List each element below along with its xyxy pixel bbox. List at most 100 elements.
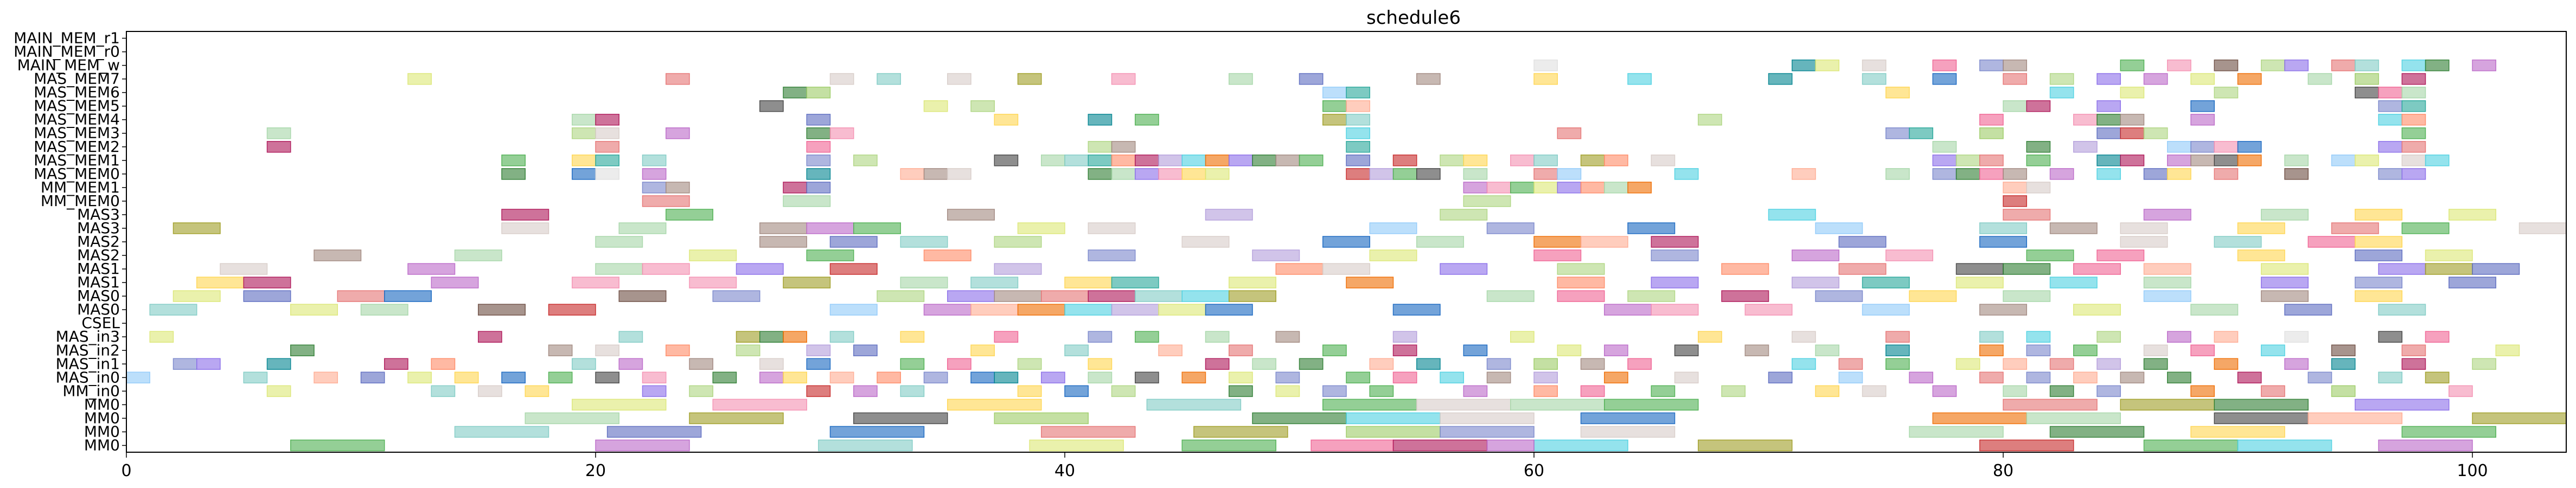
task-bar <box>2519 222 2567 234</box>
task-bar <box>1205 358 1230 370</box>
task-bar <box>1017 385 1042 397</box>
task-bar <box>1463 344 1488 357</box>
task-bar <box>1557 182 1582 194</box>
task-bar <box>642 182 667 194</box>
row-label: MAS0 <box>77 300 120 318</box>
task-bar <box>712 290 760 302</box>
task-bar <box>1533 358 1558 370</box>
task-bar <box>1698 439 1793 452</box>
task-bar <box>1299 358 1324 370</box>
task-bar <box>454 371 479 384</box>
task-bar <box>2096 331 2121 343</box>
task-bar <box>1862 277 1910 288</box>
x-tick-label: 80 <box>1993 461 2014 480</box>
task-bar <box>2237 141 2262 153</box>
task-bar <box>806 222 854 234</box>
task-bar <box>2049 426 2145 438</box>
task-bar <box>1932 141 1957 153</box>
task-bar <box>1721 263 1769 275</box>
task-bar <box>2167 168 2191 180</box>
task-bar <box>2167 371 2191 384</box>
task-bar <box>1440 426 1535 438</box>
task-bar <box>2237 73 2262 85</box>
task-bar <box>2378 86 2402 99</box>
task-bar <box>1885 168 1910 180</box>
task-bar <box>1838 358 1863 370</box>
task-bar <box>1111 73 1136 85</box>
task-bar <box>2049 222 2098 234</box>
task-bar <box>2355 277 2402 288</box>
task-bar <box>1041 426 1136 438</box>
task-bar <box>1744 344 1769 357</box>
row-label: MM0 <box>84 409 120 427</box>
task-bar <box>1299 73 1324 85</box>
task-bar <box>829 127 854 139</box>
task-bar <box>1193 426 1288 438</box>
task-bar <box>172 222 221 234</box>
task-bar <box>1862 73 1887 85</box>
row-label: MAS_MEM3 <box>34 124 120 142</box>
task-bar <box>1017 73 1042 85</box>
task-bar <box>1111 168 1136 180</box>
task-bar <box>2261 59 2285 72</box>
task-bar <box>1792 277 1839 288</box>
task-bar <box>1815 59 1839 72</box>
task-bar <box>2237 155 2262 166</box>
task-bar <box>2120 59 2145 72</box>
task-bar <box>2143 344 2168 357</box>
task-bar <box>2355 59 2379 72</box>
task-bar <box>2237 222 2285 234</box>
task-bar <box>196 358 221 370</box>
task-bar <box>806 127 831 139</box>
task-bar <box>1440 412 1535 425</box>
task-bar <box>2190 385 2215 397</box>
task-bar <box>2425 155 2450 166</box>
task-bar <box>900 385 925 397</box>
task-bar <box>1792 358 1816 370</box>
task-bar <box>689 249 737 261</box>
task-bar <box>1205 331 1230 343</box>
task-bar <box>2378 168 2402 180</box>
task-bar <box>2401 155 2426 166</box>
task-bar <box>572 127 596 139</box>
task-bar <box>1885 344 1910 357</box>
task-bar <box>1580 385 1605 397</box>
task-bar <box>2425 263 2473 275</box>
task-bar <box>1088 331 1113 343</box>
task-bar <box>2026 331 2051 343</box>
task-bar <box>1955 277 2004 288</box>
task-bar <box>1346 412 1441 425</box>
task-bar <box>1346 168 1370 180</box>
task-bar <box>1627 222 1676 234</box>
task-bar <box>947 73 971 85</box>
row-label: MAS1 <box>77 273 120 291</box>
task-bar <box>2096 73 2121 85</box>
task-bar <box>431 385 456 397</box>
task-bar <box>2472 263 2520 275</box>
task-bar <box>1146 399 1242 411</box>
task-bar <box>2003 168 2027 180</box>
task-bar <box>853 344 878 357</box>
task-bar <box>572 155 596 166</box>
task-bar <box>1322 344 1347 357</box>
task-bar <box>947 209 995 221</box>
task-bar <box>2120 236 2168 248</box>
task-bar <box>2003 209 2051 221</box>
task-bar <box>1346 371 1370 384</box>
task-bar <box>994 371 1019 384</box>
task-bar <box>1604 304 1652 316</box>
task-bar <box>2003 358 2027 370</box>
task-bar <box>2472 358 2496 370</box>
task-bar <box>595 155 619 166</box>
row-label: MAS2 <box>77 233 120 251</box>
task-bar <box>2143 277 2191 288</box>
task-bar <box>1885 127 1910 139</box>
task-bar <box>1392 331 1417 343</box>
task-bar <box>1627 73 1652 85</box>
x-axis: 0 20 40 60 80 100 <box>121 452 2488 480</box>
task-bar <box>1557 168 1582 180</box>
task-bar <box>994 155 1019 166</box>
task-bar <box>1416 168 1441 180</box>
task-bar <box>2331 385 2356 397</box>
task-bar <box>1510 331 1535 343</box>
